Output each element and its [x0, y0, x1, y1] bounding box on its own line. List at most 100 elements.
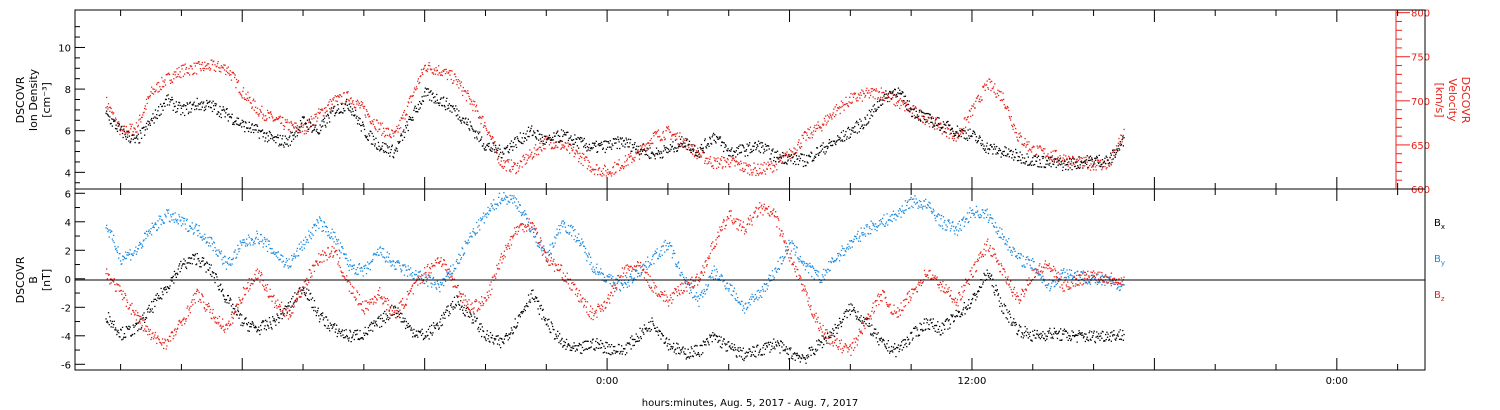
velocity-point: [1060, 157, 1062, 159]
bx-point: [1030, 339, 1033, 341]
bx-point: [680, 351, 682, 353]
bx-point: [317, 310, 319, 312]
ion-density-point: [679, 146, 681, 148]
ion-density-point: [1036, 156, 1038, 159]
velocity-point: [1085, 156, 1087, 159]
velocity-point: [437, 74, 439, 76]
velocity-point: [979, 101, 981, 103]
bx-point: [457, 296, 459, 298]
velocity-point: [1101, 169, 1103, 171]
velocity-point: [581, 156, 583, 159]
ion-density-point: [1005, 147, 1007, 149]
bx-point: [579, 352, 582, 354]
velocity-point: [621, 165, 623, 167]
ion-density-point: [921, 111, 924, 113]
ion-density-point: [682, 146, 684, 149]
velocity-point: [537, 148, 539, 150]
bx-point: [672, 346, 674, 348]
bx-point: [140, 327, 143, 329]
ion-density-point: [701, 147, 703, 150]
ion-density-point: [859, 118, 861, 120]
bx-point: [676, 342, 678, 344]
bx-point: [1063, 328, 1066, 330]
ion-density-point: [272, 136, 274, 139]
bx-point: [109, 316, 111, 318]
ion-density-point: [984, 148, 986, 150]
velocity-point: [348, 100, 350, 102]
ion-density-point: [464, 118, 466, 120]
velocity-point: [164, 84, 167, 86]
bx-point: [200, 266, 202, 268]
velocity-point: [742, 167, 744, 170]
ion-density-point: [1079, 164, 1081, 166]
velocity-point: [545, 138, 547, 140]
velocity-point: [349, 102, 351, 105]
bx-point: [786, 352, 788, 354]
ion-density-point: [893, 94, 895, 96]
bx-point: [398, 313, 400, 315]
velocity-point: [318, 112, 321, 115]
bx-point: [795, 353, 797, 355]
by-point: [132, 254, 134, 256]
bx-point: [379, 326, 381, 328]
ion-density-point: [252, 129, 254, 131]
velocity-point: [731, 159, 733, 162]
bx-point: [826, 342, 828, 344]
by-point: [152, 225, 155, 227]
bx-point: [1089, 330, 1091, 332]
velocity-point: [413, 91, 415, 93]
velocity-point: [678, 135, 680, 138]
bx-point: [860, 315, 862, 317]
bx-point: [694, 352, 696, 354]
ion-density-point: [1070, 163, 1072, 165]
ion-density-point: [463, 122, 466, 124]
velocity-point: [759, 167, 761, 170]
bx-point: [543, 316, 545, 318]
ion-density-point: [647, 154, 649, 156]
velocity-point: [481, 117, 483, 119]
ion-density-point: [522, 132, 525, 135]
bx-point: [558, 341, 560, 344]
ion-density-point: [700, 148, 702, 150]
velocity-point: [144, 105, 146, 107]
velocity-point: [280, 122, 283, 124]
bx-point: [799, 361, 801, 363]
bx-point: [614, 345, 616, 348]
bx-point: [743, 357, 746, 360]
bx-point: [379, 318, 381, 320]
ion-density-point: [192, 103, 195, 105]
velocity-point: [611, 172, 613, 174]
velocity-point: [550, 142, 552, 144]
velocity-point: [1036, 145, 1038, 147]
bx-point: [978, 286, 981, 288]
ion-density-point: [823, 146, 825, 148]
velocity-point: [228, 74, 231, 76]
velocity-point: [338, 96, 340, 98]
velocity-point: [1092, 166, 1094, 168]
ion-density-point: [203, 109, 205, 112]
bx-point: [545, 317, 547, 320]
bx-point: [837, 327, 839, 329]
ion-density-point: [270, 137, 272, 140]
bx-point: [1078, 330, 1080, 332]
ion-density-point: [159, 103, 162, 105]
bx-point: [911, 331, 913, 334]
bx-point: [731, 343, 733, 345]
velocity-point: [367, 113, 369, 115]
ion-density-point: [154, 116, 156, 118]
ion-density-point: [752, 145, 754, 147]
ion-density-point: [240, 122, 242, 124]
ion-density-point: [634, 142, 636, 144]
bx-point: [610, 344, 613, 346]
bx-point: [501, 341, 504, 343]
velocity-point: [1055, 149, 1057, 152]
ion-density-point: [937, 116, 939, 119]
ion-density-point: [508, 152, 510, 154]
velocity-point: [622, 166, 624, 168]
ion-density-point: [946, 121, 948, 124]
bx-point: [465, 309, 467, 312]
bx-point: [787, 353, 789, 356]
bx-point: [151, 301, 153, 303]
bx-point: [851, 304, 853, 306]
velocity-point: [889, 100, 891, 103]
